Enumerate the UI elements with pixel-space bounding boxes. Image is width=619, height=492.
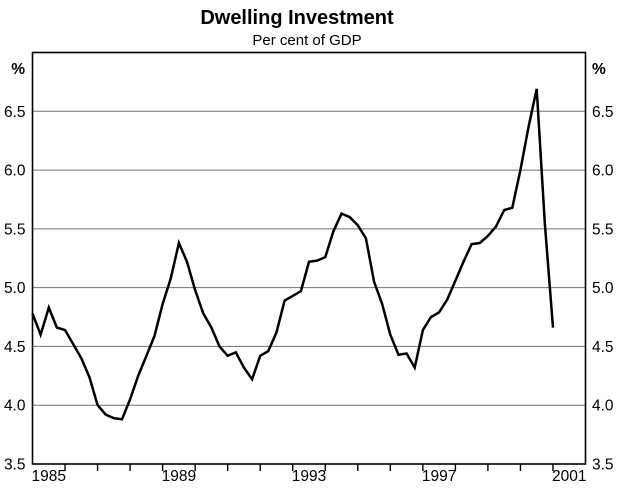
y-tick-label-left: 4.5	[4, 339, 26, 356]
x-axis-labels: 1985 1989 1993 1997 2001	[32, 468, 587, 485]
y-axis-labels-left: 6.5 6.0 5.5 5.0 4.5 4.0 3.5	[4, 104, 26, 474]
y-tick-label-left: 3.5	[4, 457, 26, 474]
y-tick-label-right: 6.0	[592, 163, 614, 180]
x-tick-label: 1985	[32, 468, 66, 485]
y-axis-unit-right: %	[592, 61, 606, 78]
y-tick-label-right: 5.0	[592, 280, 614, 297]
data-line	[31, 88, 555, 421]
plot-frame	[31, 51, 587, 465]
y-tick-label-right: 4.5	[592, 339, 614, 356]
chart-subtitle: Per cent of GDP	[252, 32, 361, 49]
x-tick-label: 1997	[422, 468, 456, 485]
x-tick-label: 1993	[292, 468, 326, 485]
y-tick-label-left: 6.5	[4, 104, 26, 121]
y-tick-label-left: 6.0	[4, 163, 26, 180]
x-axis-ticks	[64, 464, 554, 471]
y-tick-label-right: 5.5	[592, 221, 614, 238]
chart-title: Dwelling Investment	[200, 7, 394, 29]
y-tick-label-left: 5.0	[4, 280, 26, 297]
y-axis-labels-right: 6.5 6.0 5.5 5.0 4.5 4.0 3.5	[592, 104, 614, 474]
y-tick-label-left: 5.5	[4, 221, 26, 238]
y-tick-label-right: 3.5	[592, 457, 614, 474]
gridlines	[32, 110, 586, 406]
y-axis-unit-left: %	[11, 61, 25, 78]
x-tick-label: 2001	[552, 468, 586, 485]
y-tick-label-left: 4.0	[4, 398, 26, 415]
y-tick-label-right: 6.5	[592, 104, 614, 121]
x-tick-label: 1989	[162, 468, 196, 485]
y-tick-label-right: 4.0	[592, 398, 614, 415]
